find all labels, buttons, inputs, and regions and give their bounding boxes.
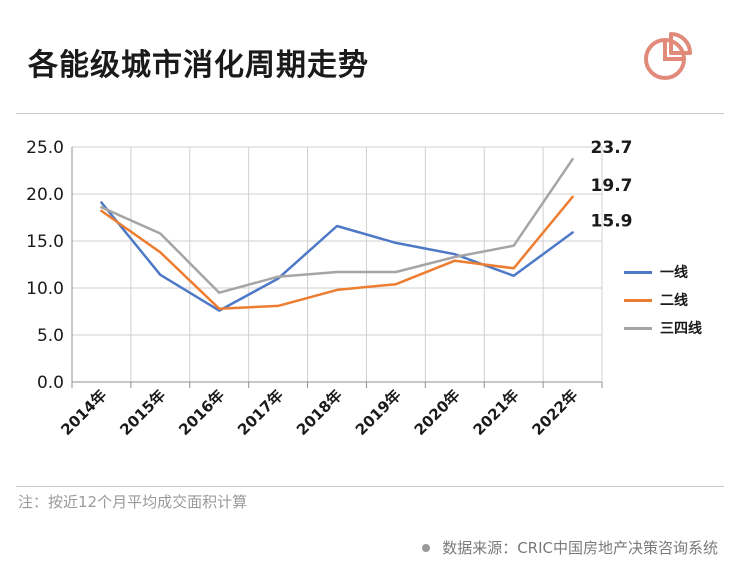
axes (71, 147, 603, 388)
legend-item: 三四线 (624, 314, 702, 342)
page-title: 各能级城市消化周期走势 (28, 48, 369, 83)
source-text: 数据来源：CRIC中国房地产决策咨询系统 (442, 539, 718, 557)
x-tick-label: 2022年 (529, 386, 582, 439)
y-tick-label: 5.0 (37, 326, 64, 346)
data-label: 15.9 (591, 212, 633, 232)
legend-item: 一线 (624, 258, 702, 286)
y-tick-label: 20.0 (26, 185, 64, 205)
series-line (100, 157, 574, 294)
x-tick-label: 2014年 (57, 386, 110, 439)
pie-chart-icon (644, 32, 692, 80)
data-label: 23.7 (591, 138, 633, 158)
source-line: 数据来源：CRIC中国房地产决策咨询系统 (422, 537, 718, 558)
legend-label: 三四线 (660, 321, 702, 337)
legend-item: 二线 (624, 286, 702, 314)
y-tick-label: 10.0 (26, 279, 64, 299)
legend-label: 二线 (660, 293, 688, 309)
legend-swatch (624, 326, 652, 330)
x-tick-label: 2018年 (293, 386, 346, 439)
grid-lines (72, 146, 603, 382)
bullet-dot-icon (422, 543, 431, 552)
chart-legend: 一线 二线 三四线 (624, 258, 702, 342)
y-tick-label: 25.0 (26, 138, 64, 158)
data-label: 19.7 (591, 176, 633, 196)
series-line (100, 201, 574, 312)
legend-swatch (624, 270, 652, 274)
legend-swatch (624, 298, 652, 302)
series-line (100, 195, 574, 310)
footer-divider (16, 486, 724, 487)
legend-label: 一线 (660, 265, 688, 281)
x-tick-label: 2017年 (234, 386, 287, 439)
x-tick-label: 2020年 (411, 386, 464, 439)
footnote: 注：按近12个月平均成交面积计算 (18, 493, 248, 511)
y-tick-label: 0.0 (37, 373, 64, 393)
end-labels: 15.9 19.7 23.7 (591, 138, 633, 231)
x-tick-label: 2016年 (175, 386, 228, 439)
x-tick-label: 2021年 (470, 386, 523, 439)
x-tick-label: 2019年 (352, 386, 405, 439)
header-divider (16, 113, 724, 114)
x-tick-label: 2015年 (116, 386, 169, 439)
y-tick-label: 15.0 (26, 232, 64, 252)
series-lines (100, 157, 574, 312)
